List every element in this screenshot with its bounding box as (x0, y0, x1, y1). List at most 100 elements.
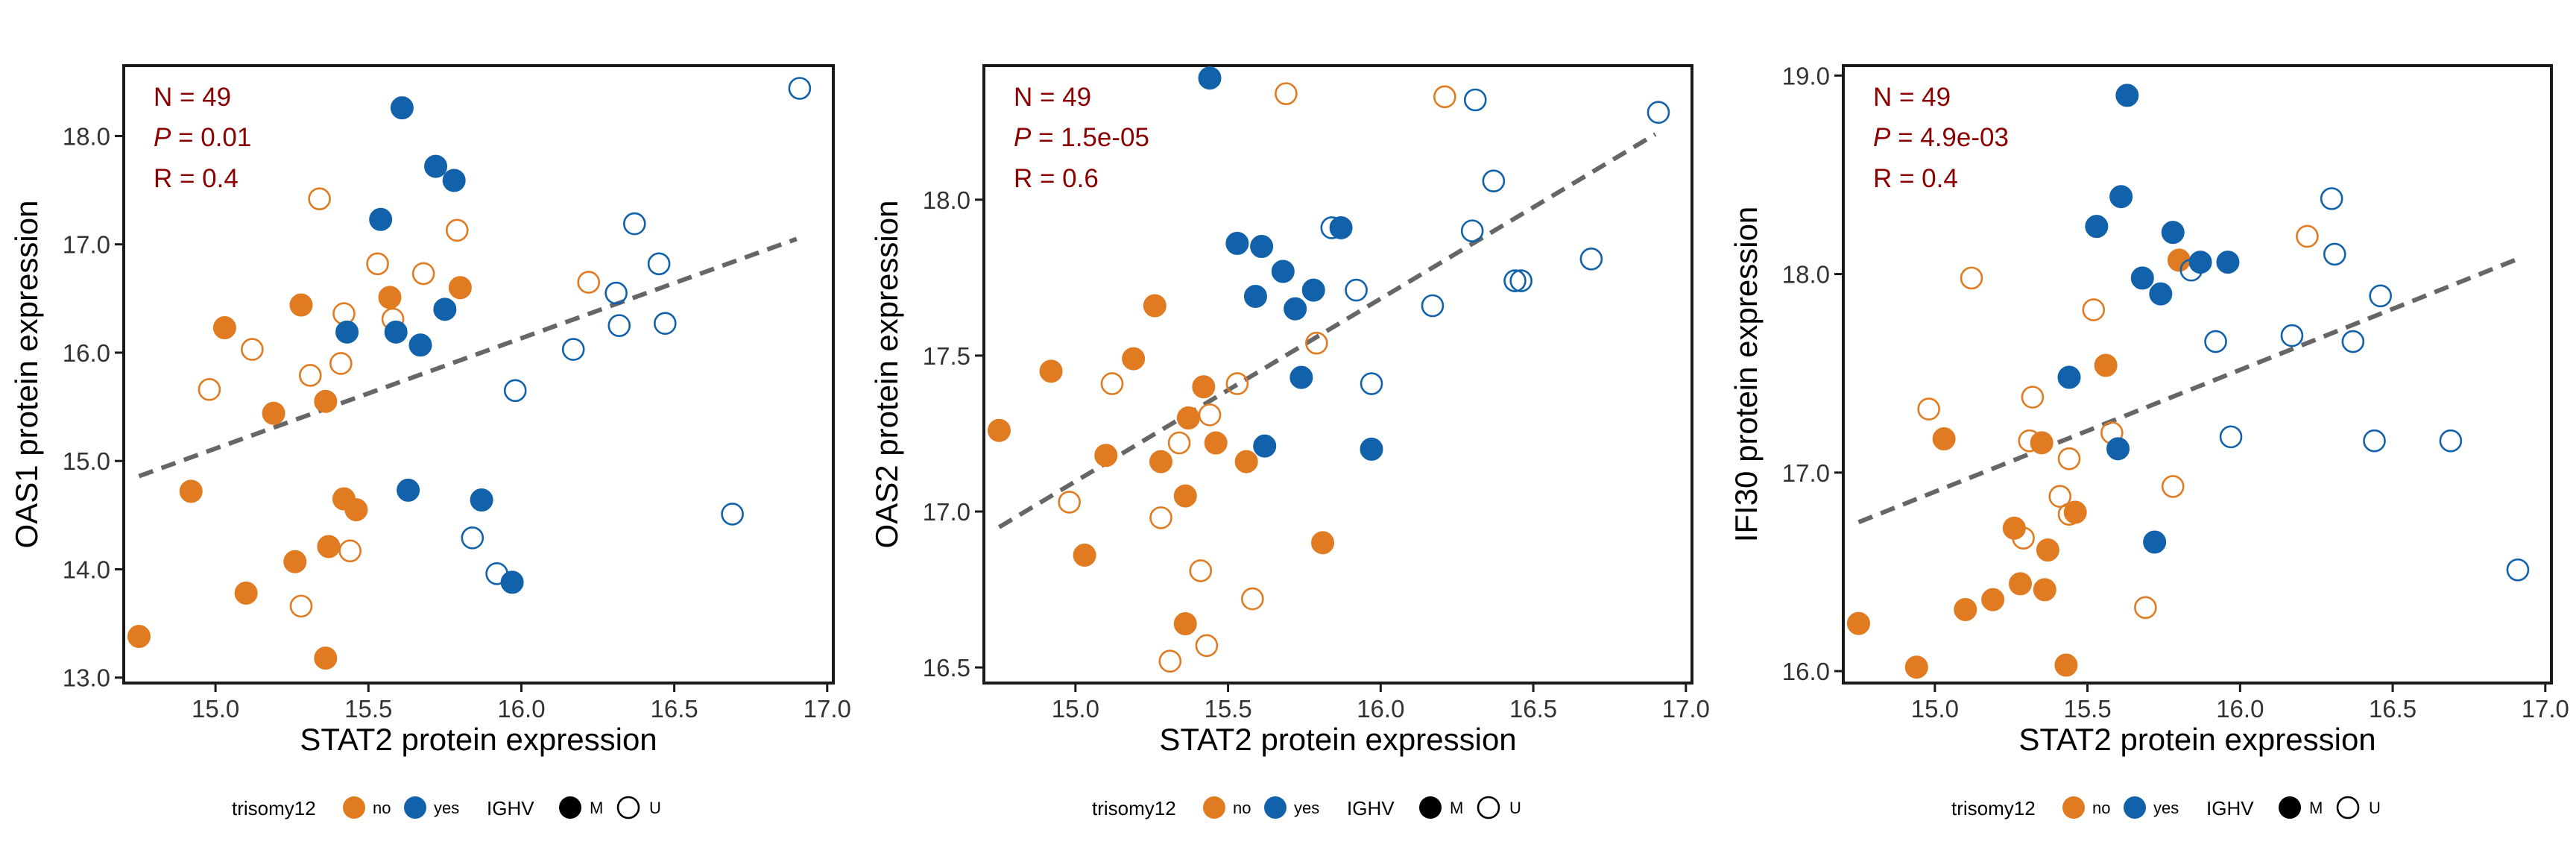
legend-ighv-title: IGHV (487, 797, 534, 819)
x-tick-label: 17.0 (1662, 695, 1710, 723)
data-point (1345, 278, 1368, 302)
legend-yes-label: yes (2153, 799, 2179, 817)
x-tick-label: 15.5 (344, 695, 392, 723)
data-point (987, 418, 1011, 442)
legend-yes-swatch (404, 796, 426, 819)
data-point (1421, 294, 1445, 318)
legend-m-swatch (559, 796, 581, 819)
data-point (2063, 500, 2087, 524)
data-point (314, 646, 338, 670)
n-annotation: N = 49 (1873, 83, 1951, 112)
y-tick-label: 17.0 (1782, 459, 1830, 487)
data-point (212, 316, 236, 340)
data-point (1433, 85, 1456, 109)
x-tick-label: 17.0 (804, 695, 851, 723)
x-tick-label: 15.0 (192, 695, 239, 723)
x-tick-label: 16.5 (1509, 695, 1557, 723)
legend-no-label: no (373, 799, 391, 817)
data-point (2320, 187, 2343, 210)
data-point (1167, 431, 1191, 455)
legend-yes-label: yes (1294, 799, 1319, 817)
data-point (344, 498, 368, 522)
data-point (1647, 101, 1670, 125)
legend-m-label: M (2309, 799, 2323, 817)
data-point (2115, 84, 2139, 107)
x-tick-label: 17.0 (2522, 695, 2569, 723)
data-point (2161, 221, 2185, 245)
data-point (424, 154, 448, 178)
regression-line (1857, 258, 2516, 525)
data-point (299, 364, 322, 387)
x-tick-label: 16.0 (1357, 695, 1404, 723)
data-point (1189, 559, 1213, 582)
y-tick-label: 16.0 (1782, 658, 1830, 685)
data-point (1904, 655, 1928, 679)
p-label: P (1873, 123, 1891, 152)
data-point (721, 503, 744, 526)
legend-u-swatch (2336, 796, 2360, 819)
y-tick-label: 14.0 (63, 556, 110, 583)
p-value: = 1.5e-05 (1031, 123, 1149, 152)
data-point (2106, 437, 2130, 461)
data-point (1143, 294, 1167, 318)
data-point (1204, 431, 1228, 455)
data-point (470, 488, 493, 512)
p-value: = 0.01 (171, 123, 251, 152)
data-point (2082, 298, 2106, 321)
data-point (1149, 450, 1172, 473)
legend-m-swatch (1419, 796, 1442, 819)
data-point (1241, 587, 1264, 611)
legend-m-label: M (1450, 799, 1463, 817)
p-label: P (154, 123, 171, 152)
data-point (1192, 375, 1216, 399)
data-point (1320, 216, 1344, 239)
n-annotation: N = 49 (154, 83, 231, 112)
data-point (1173, 612, 1197, 636)
data-point (338, 539, 362, 563)
x-tick-label: 16.5 (651, 695, 698, 723)
data-point (2094, 353, 2118, 377)
x-axis-title: STAT2 protein expression (300, 722, 657, 757)
legend-trisomy-title: trisomy12 (232, 797, 316, 819)
data-point (234, 581, 258, 605)
data-point (1579, 247, 1603, 271)
r-annotation: R = 0.6 (1014, 164, 1099, 193)
legend: trisomy12 no yes IGHV M U (1951, 796, 2381, 819)
data-point (2439, 429, 2463, 453)
data-point (1243, 284, 1267, 308)
data-point (622, 212, 646, 236)
data-point (1311, 531, 1335, 555)
y-tick-label: 16.0 (63, 339, 110, 367)
legend-yes-swatch (1264, 796, 1287, 819)
data-point (647, 252, 671, 276)
y-axis-title: IFI30 protein expression (1729, 207, 1764, 543)
data-point (283, 550, 307, 573)
data-point (2057, 447, 2081, 471)
data-point (2188, 251, 2212, 274)
data-point (2149, 282, 2173, 306)
data-point (1271, 259, 1295, 283)
y-tick-label: 17.0 (63, 231, 110, 259)
legend-u-swatch (616, 796, 640, 819)
data-point (1960, 266, 1983, 290)
legend-u-swatch (1477, 796, 1500, 819)
data-point (2296, 224, 2319, 248)
data-point (1329, 215, 1353, 239)
data-point (2021, 386, 2045, 409)
legend-trisomy-title: trisomy12 (1951, 797, 2036, 819)
data-point (1039, 359, 1063, 383)
data-point (179, 479, 203, 503)
data-point (1225, 231, 1249, 255)
y-tick-label: 19.0 (1782, 62, 1830, 89)
regression-line (997, 132, 1657, 529)
data-point (1284, 297, 1307, 321)
data-point (1463, 88, 1487, 112)
p-annotation: P = 4.9e-03 (1873, 123, 2009, 152)
data-point (442, 169, 466, 192)
data-point (329, 352, 353, 375)
data-point (2143, 530, 2167, 554)
r-annotation: R = 0.4 (154, 164, 239, 193)
panel-frame (122, 64, 835, 685)
legend-no-swatch (2062, 796, 2085, 819)
